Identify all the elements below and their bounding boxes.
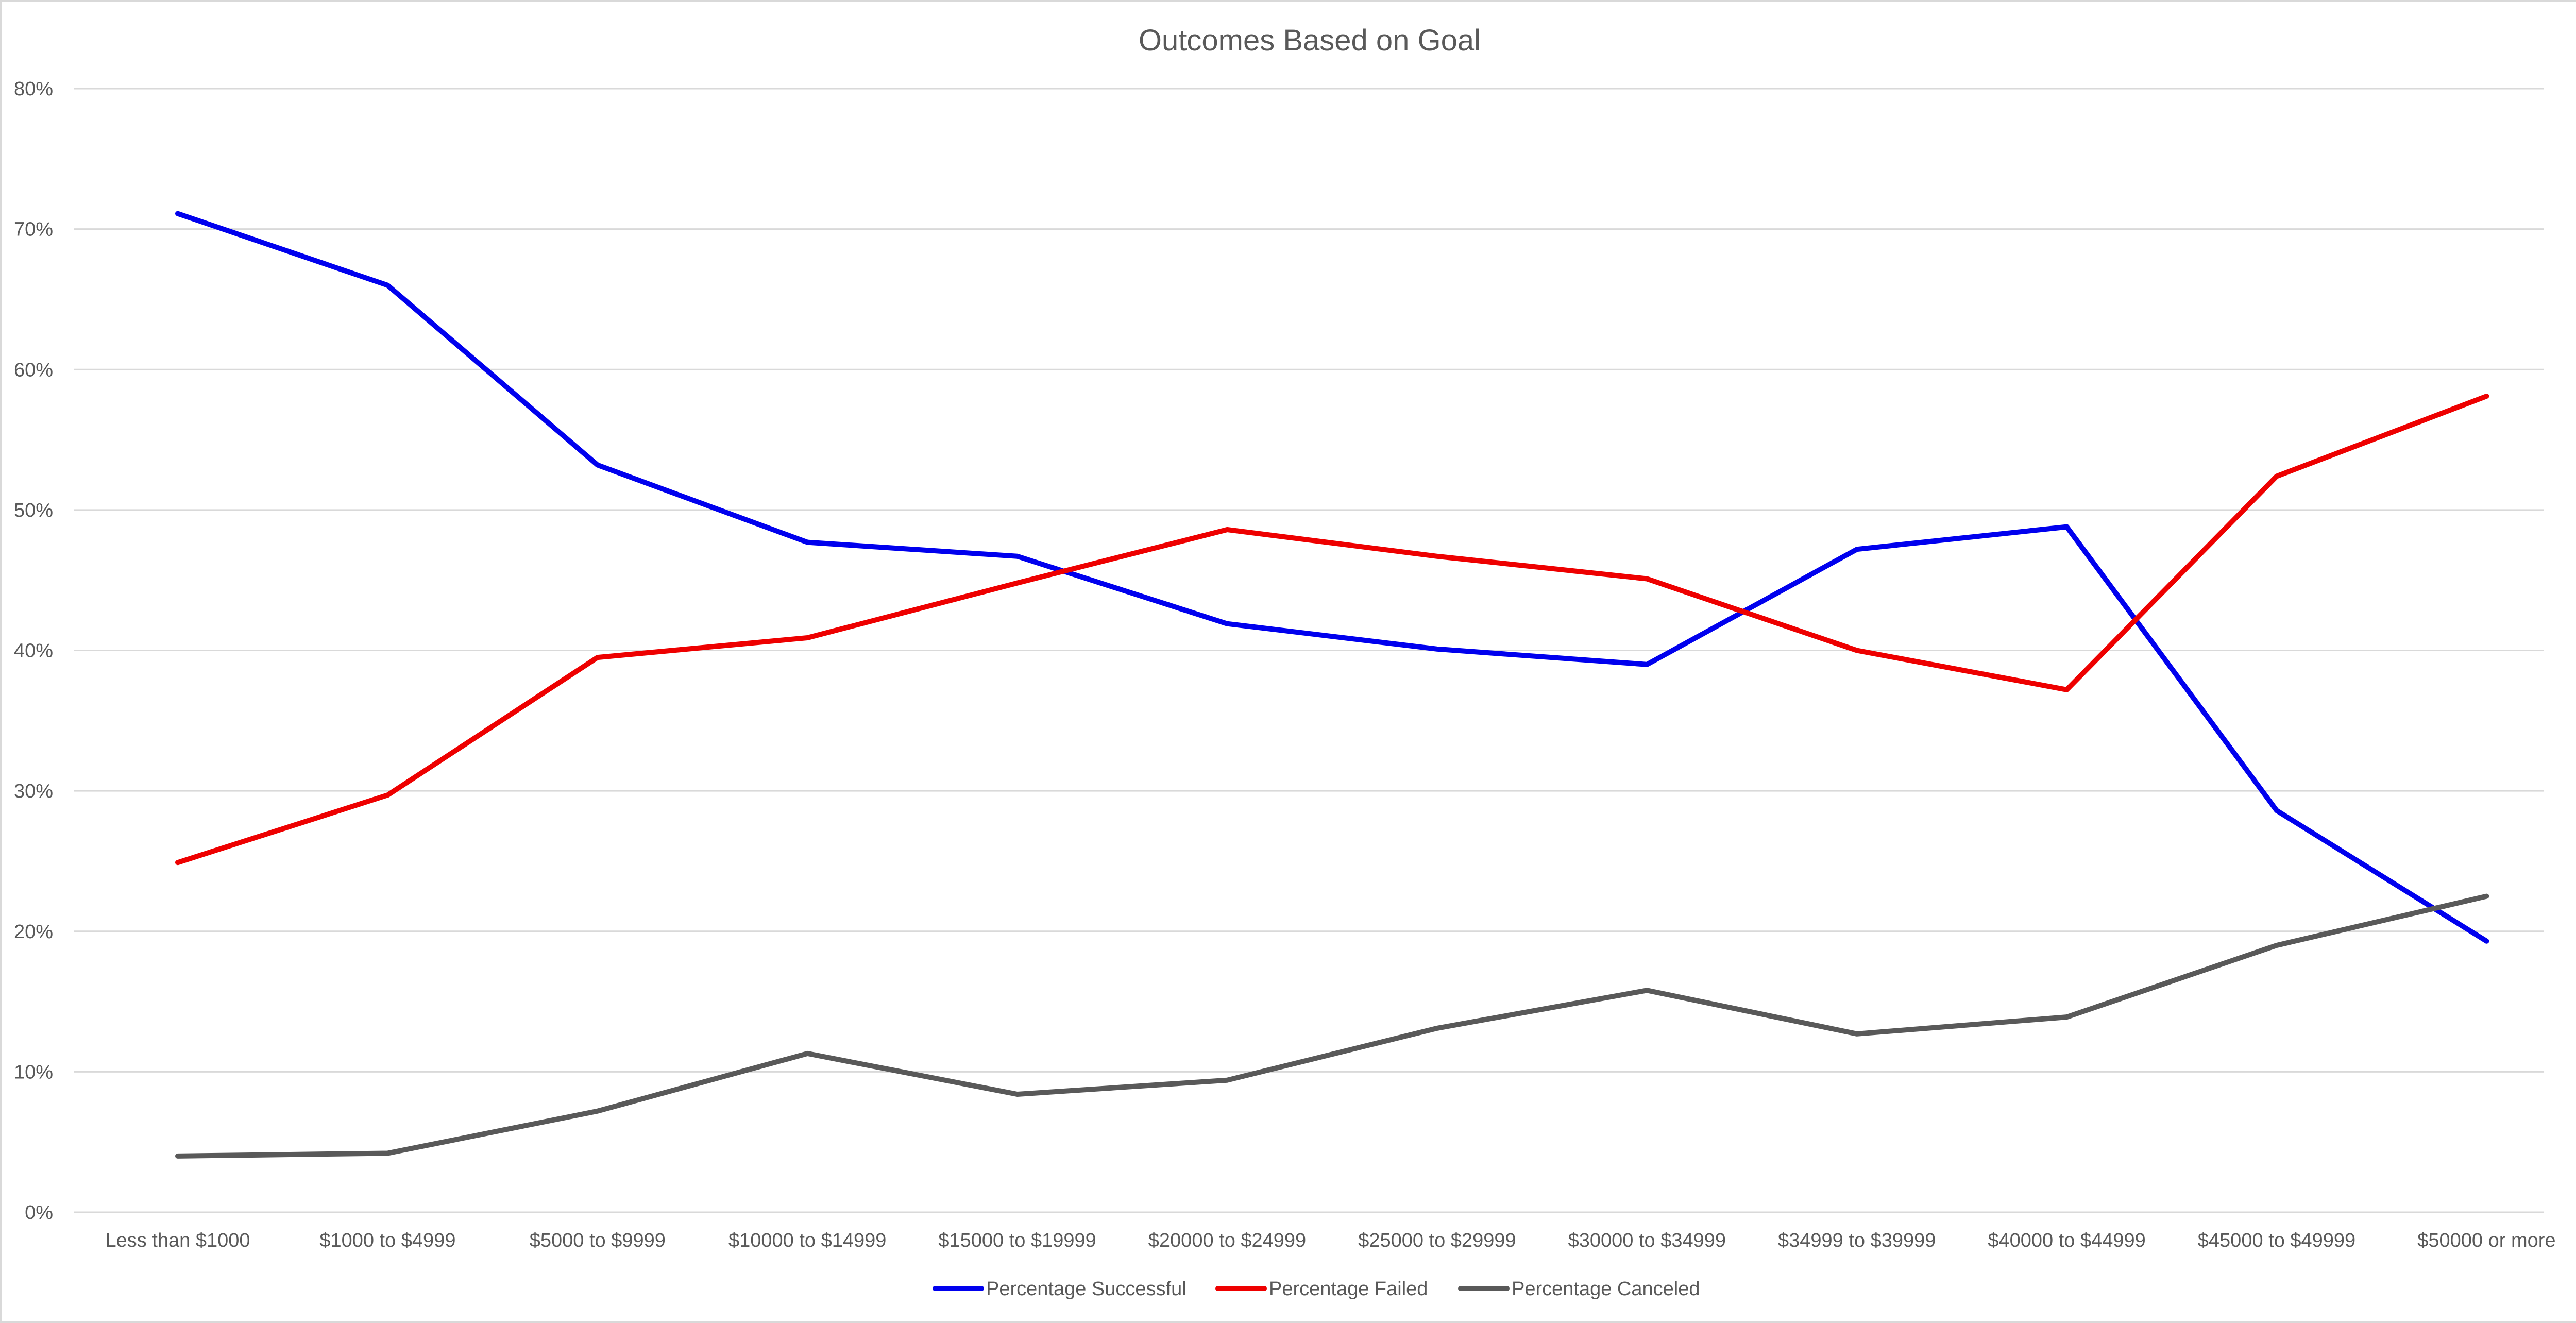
x-tick-label: $50000 or more [2417, 1230, 2555, 1251]
chart-title: Outcomes Based on Goal [1139, 24, 1481, 57]
x-tick-label: $5000 to $9999 [530, 1230, 666, 1251]
series-line-2 [175, 394, 2489, 866]
y-tick-label: 60% [14, 359, 53, 381]
x-tick-label: $25000 to $29999 [1358, 1230, 1516, 1251]
y-tick-label: 0% [25, 1202, 53, 1224]
x-tick-label: Less than $1000 [105, 1230, 250, 1251]
y-tick-label: 30% [14, 781, 53, 802]
series-line-3 [175, 893, 2489, 1159]
y-tick-label: 80% [14, 78, 53, 100]
legend-label: Percentage Failed [1269, 1278, 1428, 1300]
y-tick-label: 50% [14, 500, 53, 521]
legend-label: Percentage Successful [986, 1278, 1187, 1300]
x-tick-label: $10000 to $14999 [728, 1230, 886, 1251]
legend-item: Percentage Failed [1215, 1278, 1428, 1300]
x-tick-label: $1000 to $4999 [319, 1230, 455, 1251]
gridlines [74, 88, 2544, 1213]
x-tick-label: $40000 to $44999 [1988, 1230, 2145, 1251]
y-axis-tick-labels: 0% 10% 20% 30% 40% 50% 60% 70% 80% [14, 78, 53, 1224]
legend-item: Percentage Canceled [1458, 1278, 1700, 1300]
series-lines [175, 211, 2489, 1159]
y-tick-label: 10% [14, 1061, 53, 1083]
series-line-1 [175, 211, 2489, 944]
x-tick-label: $20000 to $24999 [1148, 1230, 1306, 1251]
legend-label: Percentage Canceled [1512, 1278, 1700, 1300]
x-tick-label: $45000 to $49999 [2198, 1230, 2355, 1251]
y-tick-label: 40% [14, 640, 53, 662]
x-tick-label: $34999 to $39999 [1778, 1230, 1936, 1251]
legend: Percentage Successful Percentage Failed Pe… [933, 1278, 1700, 1300]
legend-item: Percentage Successful [933, 1278, 1187, 1300]
y-tick-label: 70% [14, 219, 53, 241]
x-axis-tick-labels: Less than $1000 $1000 to $4999 $5000 to $9… [105, 1230, 2555, 1251]
y-tick-label: 20% [14, 921, 53, 943]
x-tick-label: $30000 to $34999 [1568, 1230, 1726, 1251]
x-tick-label: $15000 to $19999 [938, 1230, 1096, 1251]
